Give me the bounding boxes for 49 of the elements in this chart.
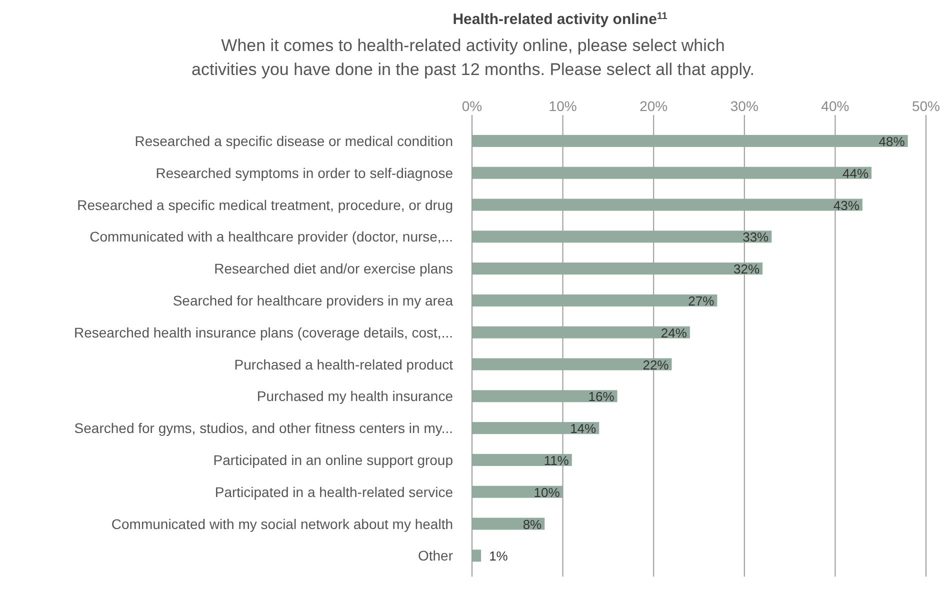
- y-tick-label: Communicated with my social network about my health: [111, 516, 453, 532]
- y-tick-label: Participated in an online support group: [213, 452, 454, 468]
- bar: [472, 390, 618, 402]
- y-tick-label: Searched for healthcare providers in my area: [172, 292, 454, 308]
- x-tick-label: 0%: [462, 98, 482, 114]
- data-label: 44%: [842, 166, 869, 181]
- x-tick-label: 40%: [821, 98, 850, 114]
- data-label: 32%: [734, 262, 760, 277]
- data-label: 10%: [534, 484, 560, 500]
- data-label: 16%: [588, 389, 615, 404]
- data-label: 43%: [833, 198, 860, 213]
- data-label: 1%: [489, 548, 508, 564]
- x-tick-label: 10%: [548, 98, 577, 114]
- y-tick-label: Researched a specific disease or medical condition: [134, 132, 453, 149]
- y-tick-label: Researched health insurance plans (coverage details, cost,...: [74, 324, 453, 340]
- y-tick-label: Purchased my health insurance: [256, 388, 454, 404]
- x-tick-label: 20%: [640, 98, 668, 114]
- y-tick-label: Communicated with a healthcare provider (doctor, nurse,...: [90, 228, 453, 245]
- bar: [472, 134, 908, 147]
- chart-subtitle: When it comes to health-related activity online, please select which activities you have done in the past 12 months. Please select all that apply.: [192, 36, 754, 79]
- bar: [472, 358, 672, 370]
- bar: [472, 326, 690, 338]
- data-label: 24%: [660, 325, 688, 340]
- y-tick-label: Purchased a health-related product: [234, 356, 454, 372]
- bar: [472, 262, 763, 275]
- data-label: 11%: [544, 452, 570, 468]
- bar: [472, 550, 482, 562]
- chart-title: Health-related activity online$^{11}$: [452, 10, 668, 28]
- bar: [472, 294, 718, 306]
- bar: [472, 198, 862, 211]
- bar: [472, 486, 563, 498]
- bar: [472, 166, 872, 179]
- data-label: 22%: [642, 357, 670, 372]
- y-tick-label: Researched symptoms in order to self-diagnose: [156, 164, 454, 181]
- x-tick-label: 30%: [730, 98, 758, 114]
- y-tick-label: Other: [418, 548, 454, 564]
- y-tick-label: Researched a specific medical treatment, procedure, or drug: [77, 196, 453, 213]
- bar: [472, 422, 600, 434]
- bar: [472, 454, 572, 466]
- x-tick-label: 50%: [912, 98, 940, 114]
- data-label: 48%: [878, 134, 906, 149]
- data-label: 8%: [522, 516, 542, 532]
- bar: [472, 230, 772, 243]
- y-tick-label: Researched diet and/or exercise plans: [214, 260, 453, 277]
- y-tick-label: Searched for gyms, studios, and other fitness centers in my...: [74, 420, 453, 436]
- y-tick-label: Participated in a health-related service: [214, 484, 454, 500]
- data-label: 14%: [570, 421, 597, 436]
- data-label: 27%: [688, 293, 715, 308]
- data-label: 33%: [742, 230, 770, 245]
